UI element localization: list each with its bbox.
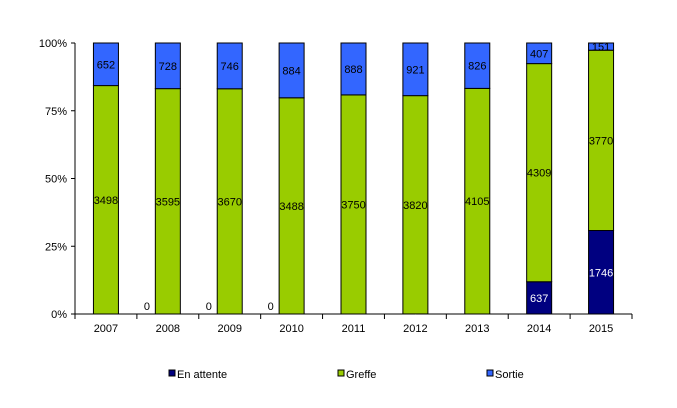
legend-label: En attente: [177, 369, 227, 381]
x-tick-label: 2007: [94, 323, 118, 335]
data-label: 3820: [403, 200, 427, 212]
x-tick-label: 2014: [527, 323, 551, 335]
data-label: 4309: [527, 168, 551, 180]
x-tick-label: 2009: [217, 323, 241, 335]
bar-greffe: [402, 95, 429, 315]
data-label: 652: [97, 59, 115, 71]
legend-marker: [168, 369, 176, 377]
bar-sortie: [588, 42, 615, 51]
y-tick-label: 100%: [39, 38, 67, 50]
bar-sortie: [92, 42, 119, 87]
x-tick-label: 2015: [589, 323, 613, 335]
data-label: 746: [221, 61, 239, 73]
bar-sortie: [216, 42, 243, 90]
data-label: 921: [406, 64, 424, 76]
data-label: 3498: [94, 195, 118, 207]
y-tick-label: 75%: [45, 106, 67, 118]
bar-sortie: [154, 42, 181, 90]
data-label: 884: [282, 65, 300, 77]
x-tick-label: 2013: [465, 323, 489, 335]
bar-en-attente: [526, 281, 553, 315]
data-label: 826: [468, 61, 486, 73]
bar-sortie: [278, 42, 305, 99]
data-label: 1746: [589, 267, 613, 279]
data-label: 0: [206, 301, 212, 313]
legend-marker: [486, 369, 494, 377]
bar-greffe: [92, 85, 119, 315]
y-tick-label: 0%: [51, 309, 67, 321]
bar-greffe: [216, 88, 243, 315]
data-label: 728: [159, 61, 177, 73]
bar-sortie: [526, 42, 553, 65]
data-label: 0: [268, 301, 274, 313]
x-tick-label: 2010: [279, 323, 303, 335]
data-label: 0: [144, 301, 150, 313]
legend-label: Sortie: [495, 369, 524, 381]
data-label: 1: [412, 309, 418, 321]
y-tick-label: 50%: [45, 174, 67, 186]
data-label: 3595: [156, 196, 180, 208]
bar-sortie: [464, 42, 491, 89]
legend-marker: [337, 369, 345, 377]
data-label: 637: [530, 293, 548, 305]
legend-label: Greffe: [346, 369, 376, 381]
y-tick-label: 25%: [45, 241, 67, 253]
bar-sortie: [340, 42, 367, 96]
data-label: 151: [592, 42, 610, 54]
bar-greffe: [278, 97, 305, 315]
data-label: 407: [530, 48, 548, 60]
x-tick-label: 2008: [156, 323, 180, 335]
x-tick-label: 2012: [403, 323, 427, 335]
bar-greffe: [154, 88, 181, 315]
data-label: 3670: [217, 196, 241, 208]
data-label: 888: [344, 64, 362, 76]
data-label: 3750: [341, 199, 365, 211]
bar-sortie: [402, 42, 429, 97]
data-label: 3770: [589, 135, 613, 147]
bar-greffe: [464, 87, 491, 315]
x-tick-label: 2011: [342, 323, 366, 335]
data-label: 4105: [465, 196, 489, 208]
data-label: 3488: [279, 201, 303, 213]
